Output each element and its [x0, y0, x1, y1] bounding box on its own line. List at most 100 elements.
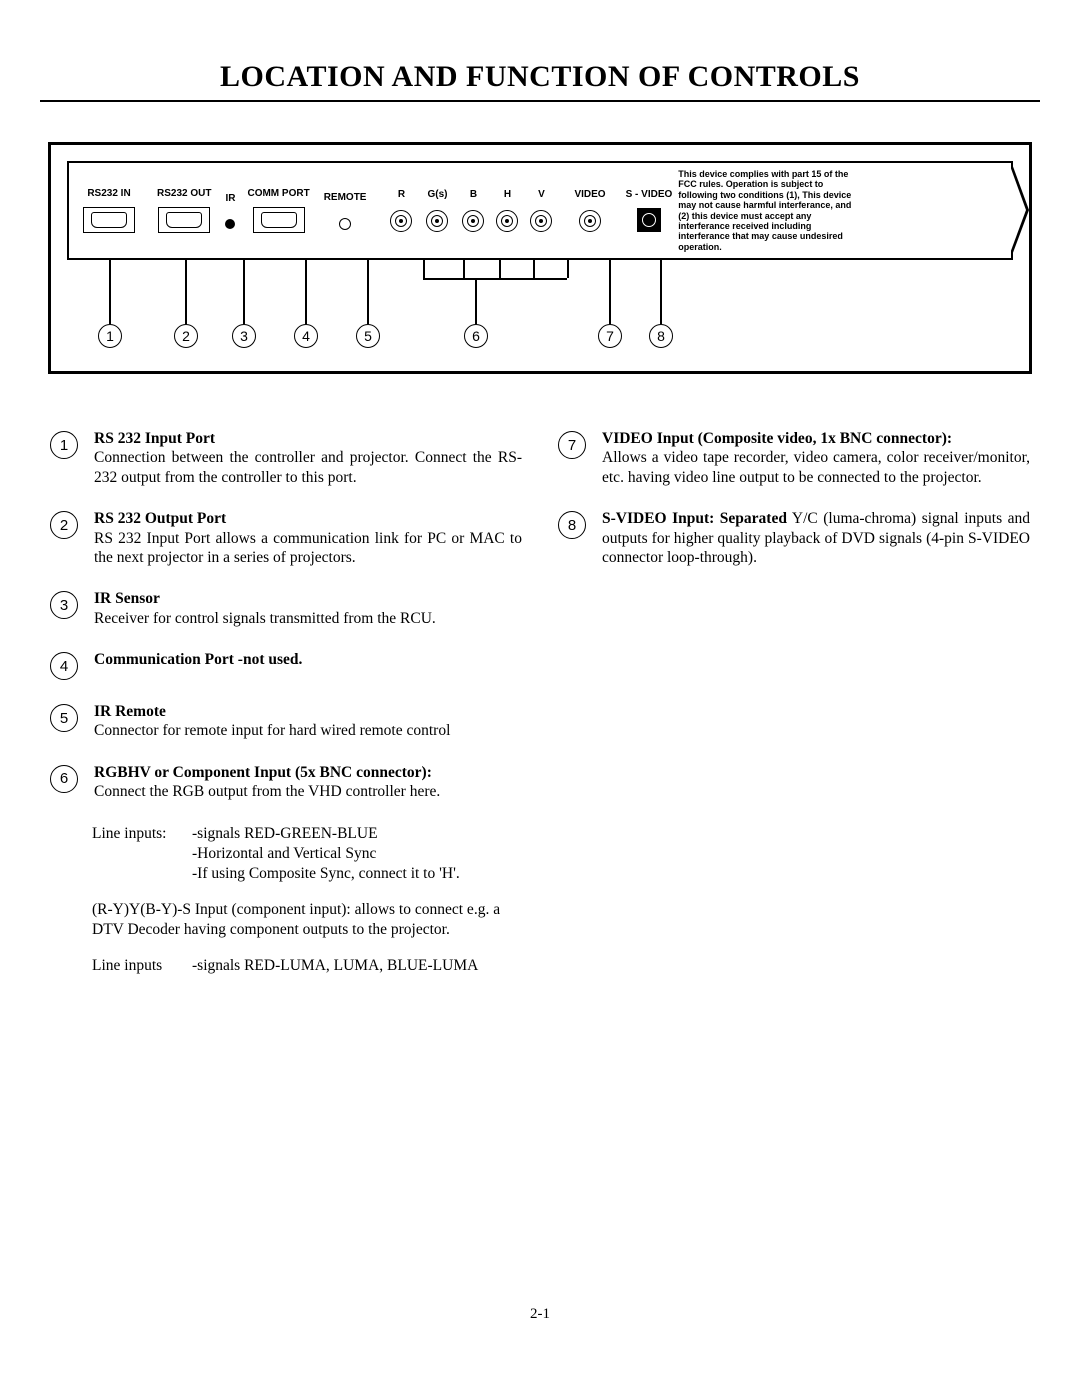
desc-title: VIDEO Input (Composite video, 1x BNC con… — [602, 430, 952, 447]
desc-number: 7 — [558, 431, 586, 459]
leader-line — [423, 258, 425, 278]
desc-number: 3 — [50, 591, 78, 619]
callout-bubble-6: 6 — [464, 324, 488, 348]
callout-bubble-2: 2 — [174, 324, 198, 348]
title-rule — [40, 100, 1040, 102]
item6-line-inputs: Line inputs:-signals RED-GREEN-BLUE-Hori… — [92, 824, 522, 884]
desc-title: IR Remote — [94, 703, 166, 720]
desc-title: RGBHV or Component Input (5x BNC connect… — [94, 764, 432, 781]
desc-body: IR Remote Connector for remote input for … — [94, 702, 450, 741]
port-label: VIDEO — [574, 189, 605, 200]
desc-text: Allows a video tape recorder, video came… — [602, 449, 1030, 485]
leader-line — [109, 258, 111, 324]
bnc-connector-icon — [530, 210, 552, 232]
desc-text: Connection between the controller and pr… — [94, 449, 522, 485]
desc-number: 8 — [558, 511, 586, 539]
desc-text: RS 232 Input Port allows a communication… — [94, 530, 522, 566]
bnc-connector-icon — [496, 210, 518, 232]
port-label: G(s) — [427, 189, 447, 200]
item6-line-inputs-2: Line inputs-signals RED-LUMA, LUMA, BLUE… — [92, 956, 522, 976]
desc-item-8: 8 S-VIDEO Input: Separated Y/C (luma-chro… — [558, 509, 1030, 567]
port-label: R — [398, 189, 405, 200]
descriptions-right: 7 VIDEO Input (Composite video, 1x BNC co… — [558, 429, 1030, 976]
port-r: R — [390, 189, 412, 232]
callout-bubble-1: 1 — [98, 324, 122, 348]
port-label: COMM PORT — [247, 188, 309, 199]
port-label: RS232 IN — [87, 188, 130, 199]
port-s-video: S - VIDEO — [626, 189, 673, 232]
desc-text: Connect the RGB output from the VHD cont… — [94, 783, 440, 800]
port-rs232-in: RS232 IN — [83, 188, 135, 233]
port-label: S - VIDEO — [626, 189, 673, 200]
descriptions: 1 RS 232 Input Port Connection between the… — [50, 429, 1030, 976]
callout-bubble-5: 5 — [356, 324, 380, 348]
leader-line — [185, 258, 187, 324]
callout-bubble-7: 7 — [598, 324, 622, 348]
desc-title: IR Sensor — [94, 590, 160, 607]
desc-body: VIDEO Input (Composite video, 1x BNC con… — [602, 429, 1030, 487]
desc-number: 6 — [50, 765, 78, 793]
port-label: REMOTE — [324, 192, 367, 203]
port-g-s-: G(s) — [426, 189, 448, 232]
leader-line — [567, 258, 569, 278]
callout-bubble-4: 4 — [294, 324, 318, 348]
desc-number: 1 — [50, 431, 78, 459]
desc-text: Receiver for control signals transmitted… — [94, 610, 436, 627]
bnc-connector-icon — [579, 210, 601, 232]
rear-panel: RS232 IN RS232 OUT IR COMM PORT REMOTE R G(s) B… — [67, 161, 1013, 260]
port-label: RS232 OUT — [157, 188, 211, 199]
port-video: VIDEO — [574, 189, 605, 232]
desc-item-4: 4 Communication Port -not used. — [50, 650, 522, 680]
page-number: 2-1 — [40, 1306, 1040, 1323]
diagram-outer-frame: RS232 IN RS232 OUT IR COMM PORT REMOTE R G(s) B… — [48, 142, 1032, 374]
desc-item-5: 5 IR Remote Connector for remote input for… — [50, 702, 522, 741]
desc-title: RS 232 Input Port — [94, 430, 215, 447]
db9-connector-icon — [253, 207, 305, 233]
desc-item-6: 6 RGBHV or Component Input (5x BNC connec… — [50, 763, 522, 802]
port-remote: REMOTE — [324, 192, 367, 230]
ir-sensor-icon — [225, 219, 235, 229]
port-ir: IR — [225, 193, 235, 229]
callout-area: 1 2 3 4 5 7 8 6 — [67, 258, 1013, 353]
port-label: H — [504, 189, 511, 200]
page-title: LOCATION AND FUNCTION OF CONTROLS — [40, 60, 1040, 94]
desc-body: RGBHV or Component Input (5x BNC connect… — [94, 763, 440, 802]
remote-jack-icon — [339, 218, 351, 230]
desc-item-1: 1 RS 232 Input Port Connection between the… — [50, 429, 522, 487]
callout-bubble-3: 3 — [232, 324, 256, 348]
bnc-connector-icon — [462, 210, 484, 232]
desc-title: S-VIDEO Input: Separated — [602, 510, 787, 527]
desc-item-3: 3 IR Sensor Receiver for control signals t… — [50, 589, 522, 628]
desc-item-2: 2 RS 232 Output Port RS 232 Input Port all… — [50, 509, 522, 567]
fcc-compliance-text: This device complies with part 15 of the… — [678, 169, 858, 252]
item6-component-text: (R-Y)Y(B-Y)-S Input (component input): a… — [92, 900, 522, 940]
desc-number: 4 — [50, 652, 78, 680]
leader-line — [475, 278, 477, 324]
port-label: B — [470, 189, 477, 200]
desc-body: S-VIDEO Input: Separated Y/C (luma-chrom… — [602, 509, 1030, 567]
desc-body: RS 232 Output Port RS 232 Input Port allo… — [94, 509, 522, 567]
leader-line — [499, 258, 501, 278]
desc-number: 2 — [50, 511, 78, 539]
leader-line — [367, 258, 369, 324]
desc-number: 5 — [50, 704, 78, 732]
descriptions-left: 1 RS 232 Input Port Connection between the… — [50, 429, 522, 976]
desc-body: IR Sensor Receiver for control signals tr… — [94, 589, 436, 628]
leader-line — [463, 258, 465, 278]
desc-body: RS 232 Input Port Connection between the … — [94, 429, 522, 487]
desc-item-7: 7 VIDEO Input (Composite video, 1x BNC co… — [558, 429, 1030, 487]
svideo-connector-icon — [637, 208, 661, 232]
desc-title: Communication Port -not used. — [94, 651, 302, 668]
port-b: B — [462, 189, 484, 232]
port-h: H — [496, 189, 518, 232]
port-v: V — [530, 189, 552, 232]
callout-bubble-8: 8 — [649, 324, 673, 348]
desc-text: Connector for remote input for hard wire… — [94, 722, 450, 739]
port-label: V — [538, 189, 545, 200]
db9-connector-icon — [158, 207, 210, 233]
leader-line — [243, 258, 245, 324]
leader-line — [533, 258, 535, 278]
desc-title: RS 232 Output Port — [94, 510, 226, 527]
db9-connector-icon — [83, 207, 135, 233]
desc-body: Communication Port -not used. — [94, 650, 302, 669]
